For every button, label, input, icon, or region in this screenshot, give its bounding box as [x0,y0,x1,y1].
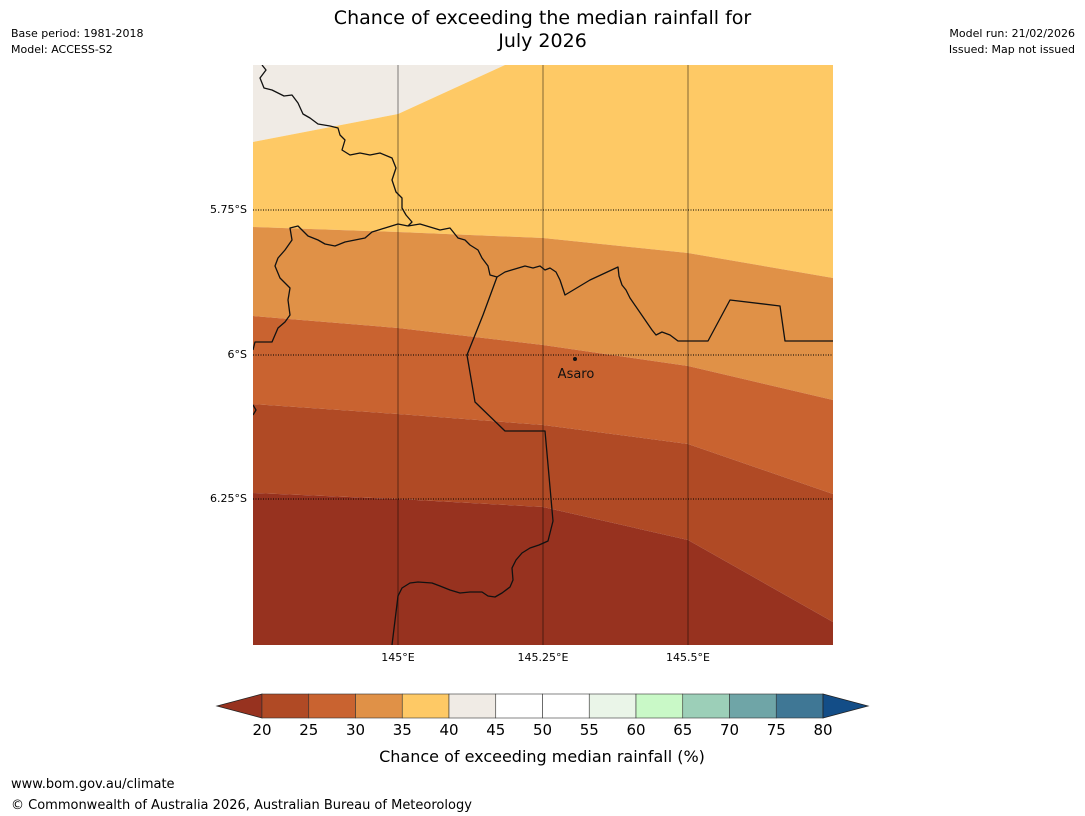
colorbar-tick-label: 70 [720,721,739,739]
colorbar-cell [729,693,777,719]
colorbar-tick-label: 60 [626,721,645,739]
colorbar-tick-label: 75 [767,721,786,739]
lon-label-145-5e: 145.5°E [666,651,710,664]
place-asaro: Asaro [558,357,595,382]
colorbar-tick-label: 25 [299,721,318,739]
band-35-40 [253,65,833,278]
colorbar-ticks: 20 25 30 35 40 45 50 55 60 65 70 75 80 [252,721,832,739]
colorbar-tick-label: 80 [813,721,832,739]
meta-right: Model run: 21/02/2026 Issued: Map not is… [949,26,1075,58]
colorbar-cell [542,693,590,719]
lat-label-6s: 6°S [228,348,247,361]
colorbar-tick-label: 30 [346,721,365,739]
map-panel: Asaro [253,65,833,645]
colorbar-tick-label: 50 [533,721,552,739]
colorbar-tick-label: 55 [580,721,599,739]
model-name: Model: ACCESS-S2 [11,43,113,56]
band-25-30 [253,316,833,494]
colorbar: 20 25 30 35 40 45 50 55 60 65 70 75 80 Chance of exc… [215,693,870,766]
footer-url: www.bom.gov.au/climate [11,777,175,792]
colorbar-cell [635,693,684,719]
asaro-label: Asaro [558,367,595,382]
colorbar-cell [355,693,403,719]
asaro-marker [573,357,577,361]
base-period: Base period: 1981-2018 [11,27,144,40]
colorbar-cell [448,693,497,719]
colorbar-tick-label: 40 [439,721,458,739]
colorbar-cell [401,693,450,719]
colorbar-cell [495,693,543,719]
colorbar-label: Chance of exceeding median rainfall (%) [379,747,705,766]
colorbar-under-triangle [215,693,263,719]
lat-label-6-25s: 6.25°S [210,492,247,505]
title-line-1: Chance of exceeding the median rainfall … [333,7,752,29]
lon-label-145e: 145°E [381,651,414,664]
footer: www.bom.gov.au/climate © Commonwealth of… [11,774,472,816]
boundary-central [391,276,554,645]
boundary-east [407,223,833,342]
band-20-25 [253,404,833,622]
issued-status: Issued: Map not issued [948,43,1075,56]
lat-label-5-75s: 5.75°S [210,203,247,216]
boundary-fragment [253,404,257,416]
model-run: Model run: 21/02/2026 [949,27,1075,40]
colorbar-cell [588,693,637,719]
colorbar-tick-label: 45 [486,721,505,739]
band-under-20 [253,493,833,645]
colorbar-tick-label: 35 [393,721,412,739]
colorbar-tick-label: 20 [252,721,271,739]
boundary-west [253,223,409,351]
lon-label-145-25e: 145.25°E [518,651,569,664]
colorbar-cell [261,693,310,719]
map-title: Chance of exceeding the median rainfall … [0,7,1085,53]
title-line-2: July 2026 [498,30,587,52]
lat-gridlines [253,209,833,500]
lon-labels: 145°E 145.25°E 145.5°E [381,651,710,664]
meta-left: Base period: 1981-2018 Model: ACCESS-S2 [11,26,143,58]
colorbar-tick-label: 65 [673,721,692,739]
colorbar-cell [308,693,356,719]
footer-copyright: © Commonwealth of Australia 2026, Austra… [11,798,472,813]
colorbar-over-triangle [822,693,870,719]
colorbar-cells [261,693,824,719]
province-boundaries [253,65,833,645]
colorbar-cell [682,693,730,719]
colorbar-cell [775,693,824,719]
band-30-35 [253,227,833,400]
boundary-north [259,65,413,227]
lat-labels: 5.75°S 6°S 6.25°S [210,203,247,505]
